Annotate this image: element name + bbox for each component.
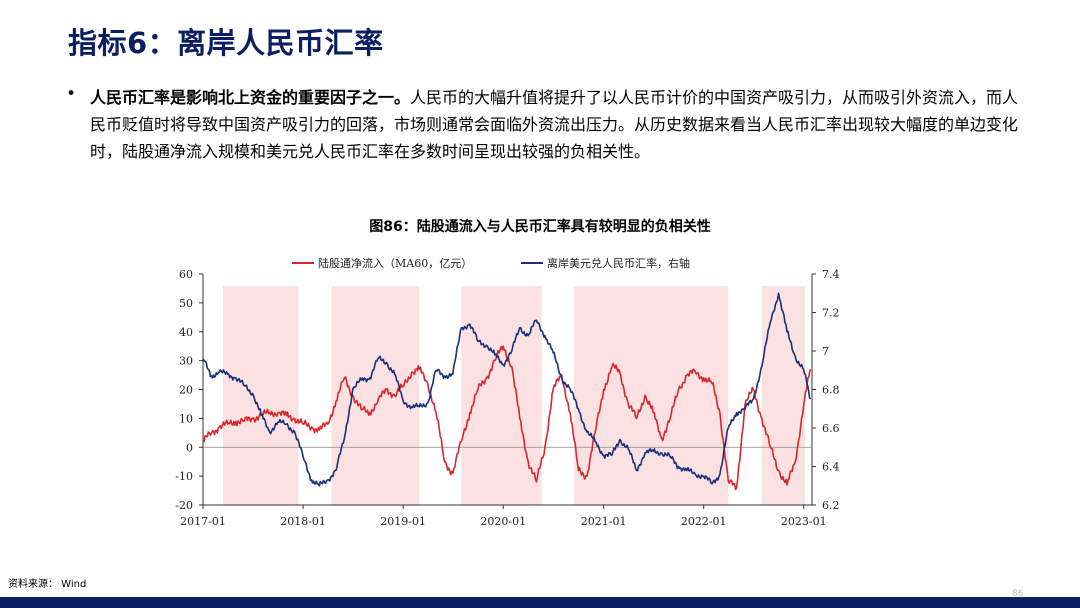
- bullet-paragraph: • 人民币汇率是影响北上资金的重要因子之一。人民币的大幅升值将提升了以人民币计价…: [66, 84, 1026, 165]
- shaded-periods: [223, 286, 805, 505]
- shaded-period-5: [761, 286, 805, 505]
- bullet-body: 人民币汇率是影响北上资金的重要因子之一。人民币的大幅升值将提升了以人民币计价的中…: [90, 84, 1026, 165]
- legend-label-1: 陆股通净流入（MA60，亿元）: [318, 256, 472, 270]
- x-tick-label-6: 2023-01: [781, 515, 827, 528]
- left-tick-label-6: 0: [186, 441, 193, 454]
- x-tick-label-1: 2018-01: [280, 515, 326, 528]
- right-tick-label-1: 7.2: [822, 307, 840, 320]
- right-tick-label-4: 6.6: [822, 422, 840, 435]
- shaded-period-2: [331, 286, 420, 505]
- slide-title: 指标6：离岸人民币汇率: [68, 26, 384, 60]
- x-tick-label-2: 2019-01: [380, 515, 426, 528]
- shaded-period-4: [573, 286, 729, 505]
- bullet-dot-icon: •: [66, 84, 77, 104]
- x-tick-label-4: 2021-01: [581, 515, 627, 528]
- left-tick-label-7: -10: [175, 470, 193, 483]
- series-line-2: [202, 292, 812, 487]
- left-tick-label-2: 40: [179, 326, 193, 339]
- shaded-period-3: [461, 286, 542, 505]
- page-number: 86: [1012, 589, 1024, 599]
- left-tick-label-5: 10: [179, 412, 193, 425]
- bullet-bold-lead: 人民币汇率是影响北上资金的重要因子之一。: [90, 88, 411, 107]
- right-tick-label-2: 7: [822, 345, 829, 358]
- shaded-period-1: [223, 286, 299, 505]
- x-tick-label-5: 2022-01: [681, 515, 727, 528]
- right-tick-label-0: 7.4: [822, 268, 840, 281]
- left-tick-label-3: 30: [179, 355, 193, 368]
- right-tick-label-6: 6.2: [822, 499, 840, 512]
- left-tick-label-1: 50: [179, 297, 193, 310]
- left-tick-label-0: 60: [179, 268, 193, 281]
- chart-lines: [202, 292, 812, 491]
- chart-legend: 陆股通净流入（MA60，亿元） 离岸美元兑人民币汇率，右轴: [292, 256, 690, 270]
- chart-axes: 60 50 40 30 20 10 0 -10 -20 7.4 7.2 7 6.8 6.6 6.4 6.2 20…: [175, 268, 839, 528]
- legend-label-2: 离岸美元兑人民币汇率，右轴: [547, 256, 690, 270]
- right-tick-label-5: 6.4: [822, 461, 840, 474]
- left-tick-label-8: -20: [175, 499, 193, 512]
- left-tick-label-4: 20: [179, 384, 193, 397]
- chart-title: 图86：陆股通流入与人民币汇率具有较明显的负相关性: [369, 219, 711, 235]
- x-tick-label-0: 2017-01: [180, 515, 226, 528]
- footer-bar: [0, 597, 1080, 608]
- source-note: 资料来源： Wind: [8, 579, 87, 590]
- bullet-text: 人民币的大幅升值将提升了以人民币计价的中国资产吸引力，从而吸引外资流入，而人民币…: [90, 88, 1019, 161]
- x-tick-label-3: 2020-01: [480, 515, 526, 528]
- right-tick-label-3: 6.8: [822, 384, 840, 397]
